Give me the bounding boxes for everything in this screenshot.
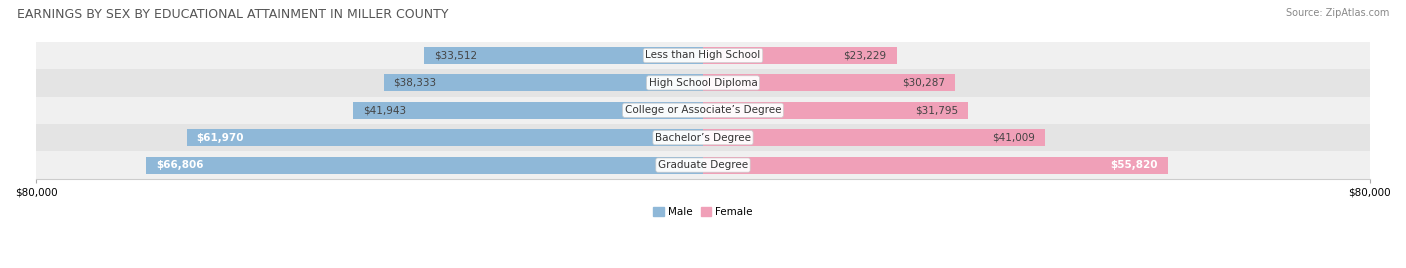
Bar — [703, 75, 956, 91]
Text: $33,512: $33,512 — [433, 50, 477, 61]
Text: Source: ZipAtlas.com: Source: ZipAtlas.com — [1285, 8, 1389, 18]
Text: $55,820: $55,820 — [1111, 160, 1159, 170]
Text: High School Diploma: High School Diploma — [648, 78, 758, 88]
Text: $61,970: $61,970 — [197, 133, 245, 143]
Bar — [703, 157, 1168, 174]
Bar — [187, 129, 703, 146]
Bar — [703, 102, 967, 119]
Text: EARNINGS BY SEX BY EDUCATIONAL ATTAINMENT IN MILLER COUNTY: EARNINGS BY SEX BY EDUCATIONAL ATTAINMEN… — [17, 8, 449, 21]
Bar — [703, 129, 1045, 146]
Bar — [37, 124, 1369, 151]
Text: $23,229: $23,229 — [844, 50, 887, 61]
Text: $31,795: $31,795 — [915, 105, 957, 115]
Text: $66,806: $66,806 — [156, 160, 204, 170]
Bar — [423, 47, 703, 64]
Bar — [37, 151, 1369, 179]
Text: $41,943: $41,943 — [364, 105, 406, 115]
Text: $30,287: $30,287 — [903, 78, 945, 88]
Bar — [37, 69, 1369, 96]
Text: Bachelor’s Degree: Bachelor’s Degree — [655, 133, 751, 143]
Text: $41,009: $41,009 — [991, 133, 1035, 143]
Bar — [384, 75, 703, 91]
Bar — [703, 47, 897, 64]
Text: College or Associate’s Degree: College or Associate’s Degree — [624, 105, 782, 115]
Bar — [37, 42, 1369, 69]
Text: Less than High School: Less than High School — [645, 50, 761, 61]
Text: Graduate Degree: Graduate Degree — [658, 160, 748, 170]
Text: $38,333: $38,333 — [394, 78, 437, 88]
Bar — [37, 96, 1369, 124]
Bar — [353, 102, 703, 119]
Bar — [146, 157, 703, 174]
Legend: Male, Female: Male, Female — [654, 207, 752, 217]
